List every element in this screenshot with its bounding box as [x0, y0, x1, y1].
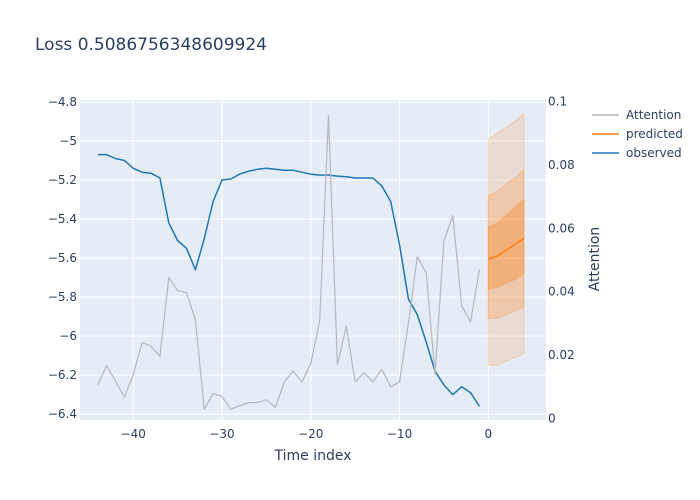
legend-label-attention: Attention	[626, 108, 681, 122]
y2-axis-title: Attention	[587, 227, 603, 292]
legend-label-predicted: predicted	[626, 127, 683, 141]
prediction-interval-band	[487, 198, 525, 290]
y-tick-label: −5.8	[48, 290, 77, 304]
prediction-interval-band	[487, 169, 525, 320]
attention-line	[97, 115, 480, 410]
x-tick-label: −30	[209, 427, 234, 441]
y2-tick-label: 0.04	[548, 285, 575, 299]
x-tick-label: −10	[387, 427, 412, 441]
x-tick-label: −40	[121, 427, 146, 441]
predicted-line	[488, 237, 525, 260]
prediction-interval-band	[487, 112, 525, 366]
x-axis-title: Time index	[273, 448, 351, 464]
y2-tick-label: 0.1	[548, 95, 567, 109]
y-tick-label: −5.2	[48, 173, 77, 187]
chart-title: Loss 0.5086756348609924	[35, 35, 267, 55]
y2-tick-label: 0	[548, 411, 556, 425]
y-tick-label: −6.4	[48, 407, 77, 421]
legend-label-observed: observed	[626, 146, 682, 160]
y2-tick-label: 0.06	[548, 221, 575, 235]
y-tick-label: −5.6	[48, 251, 77, 265]
plot-area	[80, 100, 546, 420]
y-tick-label: −6.2	[48, 368, 77, 382]
y-tick-label: −5	[59, 134, 77, 148]
x-tick-label: 0	[484, 427, 492, 441]
y2-tick-label: 0.08	[548, 158, 575, 172]
legend: Attention predicted observed	[592, 108, 683, 160]
x-tick-label: −20	[298, 427, 323, 441]
y-tick-label: −6	[59, 329, 77, 343]
y2-tick-label: 0.02	[548, 348, 575, 362]
y-tick-label: −4.8	[48, 95, 77, 109]
observed-line	[97, 153, 481, 407]
y-tick-label: −5.4	[48, 212, 77, 226]
